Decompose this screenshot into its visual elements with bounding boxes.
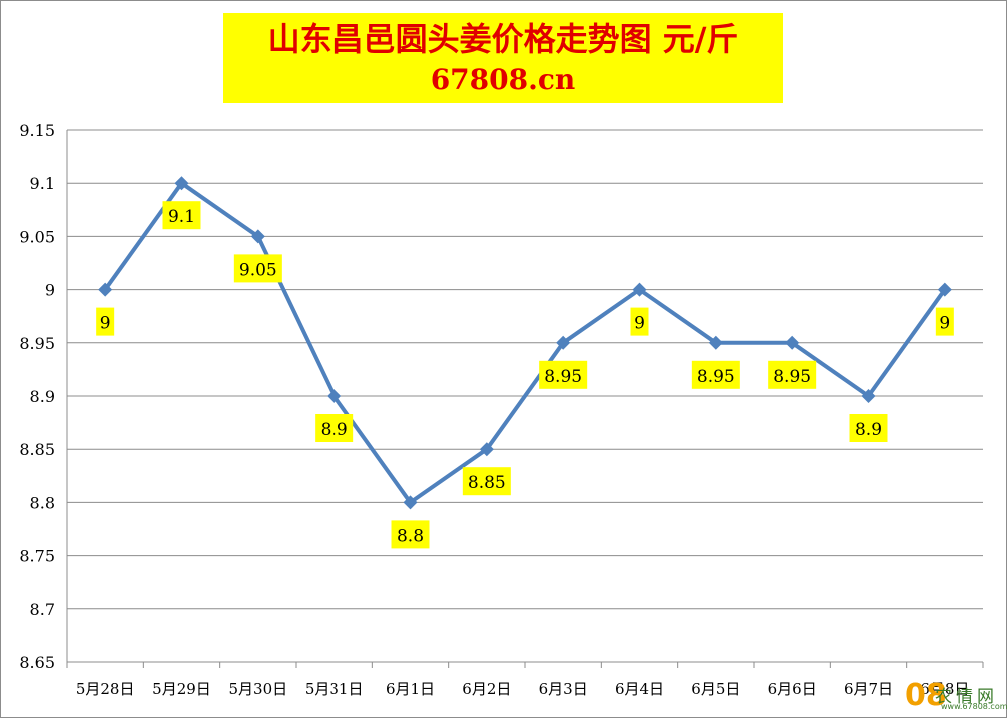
data-point <box>98 282 113 297</box>
data-point <box>632 282 647 297</box>
y-tick-label: 9.05 <box>19 227 55 246</box>
x-tick-label: 6月2日 <box>462 680 511 698</box>
data-label: 8.85 <box>462 467 511 496</box>
y-tick-label: 8.95 <box>19 334 55 353</box>
data-label: 8.95 <box>691 360 740 389</box>
data-label-bg <box>315 414 354 442</box>
data-label: 9 <box>96 307 115 336</box>
y-tick-label: 8.7 <box>30 600 55 619</box>
data-label-bg <box>391 520 430 549</box>
data-label-bg <box>96 307 115 336</box>
data-point <box>250 229 265 244</box>
data-label-text: 9 <box>634 314 645 334</box>
x-tick-label: 5月30日 <box>229 680 288 698</box>
y-tick-label: 8.65 <box>19 653 55 672</box>
watermark-text: 农情网 <box>935 687 998 707</box>
data-label: 9.05 <box>233 254 282 283</box>
data-label-bg <box>768 360 817 389</box>
x-tick-label: 6月6日 <box>768 680 817 698</box>
data-label-text: 9.05 <box>239 260 277 280</box>
data-label-text: 8.95 <box>697 367 735 387</box>
data-label: 9 <box>630 307 649 336</box>
data-point <box>479 442 494 457</box>
data-label-bg <box>849 414 888 442</box>
data-label: 8.9 <box>315 414 354 442</box>
data-label-text: 8.8 <box>397 526 424 546</box>
series-markers <box>98 176 952 510</box>
y-tick-label: 8.8 <box>30 493 55 512</box>
title-box: 山东昌邑圆头姜价格走势图 元/斤 67808.cn <box>223 13 783 103</box>
x-tick-label: 6月8日 <box>920 680 969 698</box>
data-label-bg <box>935 307 954 336</box>
data-label-bg <box>462 467 511 496</box>
series-line <box>103 181 947 505</box>
data-point <box>403 495 418 510</box>
data-label-text: 9 <box>100 314 111 334</box>
y-tick-labels: 9.15 9.1 9.05 9 8.95 8.9 8.85 8.8 8.75 8.7 8.65 <box>19 121 55 672</box>
axes <box>66 130 984 668</box>
y-tick-label: 8.85 <box>19 440 55 459</box>
x-tick-label: 6月7日 <box>844 680 893 698</box>
data-point <box>327 389 342 403</box>
data-label: 8.9 <box>849 414 888 442</box>
data-label-bg <box>539 360 588 389</box>
data-point <box>556 335 571 350</box>
data-label-text: 8.9 <box>855 420 882 440</box>
data-label-text: 8.95 <box>773 367 811 387</box>
gridlines <box>67 129 983 663</box>
watermark-number: 08 <box>905 678 947 713</box>
data-label-text: 9 <box>939 314 950 334</box>
x-tick-label: 6月4日 <box>615 680 664 698</box>
data-label-bg <box>691 360 740 389</box>
y-tick-label: 9.15 <box>19 121 55 140</box>
x-tick-labels: 5月28日 5月29日 5月30日 5月31日 6月1日 6月2日 6月3日 6月4日 6月5日… <box>76 680 970 698</box>
data-point <box>708 335 723 350</box>
data-label-bg <box>630 307 649 336</box>
x-tick-label: 5月31日 <box>305 680 364 698</box>
watermark-url: www.67808.com <box>941 702 1007 711</box>
chart-title: 山东昌邑圆头姜价格走势图 元/斤 <box>267 20 739 58</box>
data-label-text: 8.95 <box>544 367 582 387</box>
y-tick-label: 9.1 <box>30 174 55 193</box>
data-point <box>937 282 952 297</box>
data-label: 8.8 <box>391 520 430 549</box>
x-tick-label: 6月3日 <box>539 680 588 698</box>
data-label: 9 <box>935 307 954 336</box>
data-label: 8.95 <box>768 360 817 389</box>
y-tick-label: 8.75 <box>19 547 55 566</box>
data-labels: 9 9.1 9.05 8.9 8.8 8.85 8.95 9 8.95 8.95 8.9 9 <box>96 201 954 549</box>
x-tick-label: 5月28日 <box>76 680 135 698</box>
data-point <box>861 389 876 403</box>
x-tick-label: 6月1日 <box>386 680 435 698</box>
data-label-bg <box>233 254 282 283</box>
data-label-text: 8.85 <box>468 473 506 493</box>
y-tick-label: 8.9 <box>30 387 55 406</box>
data-label-text: 8.9 <box>321 420 348 440</box>
series-line-path <box>103 181 947 505</box>
x-tick-label: 5月29日 <box>152 680 211 698</box>
chart-subtitle: 67808.cn <box>430 63 576 96</box>
data-label: 9.1 <box>162 201 201 230</box>
watermark-logo: 08 农情网 www.67808.com <box>905 678 1007 716</box>
data-point <box>785 335 800 350</box>
data-label-bg <box>162 201 201 230</box>
data-point <box>174 176 189 191</box>
y-tick-label: 9 <box>45 281 55 300</box>
x-tick-label: 6月5日 <box>691 680 740 698</box>
data-label: 8.95 <box>539 360 588 389</box>
data-label-text: 9.1 <box>168 207 195 227</box>
